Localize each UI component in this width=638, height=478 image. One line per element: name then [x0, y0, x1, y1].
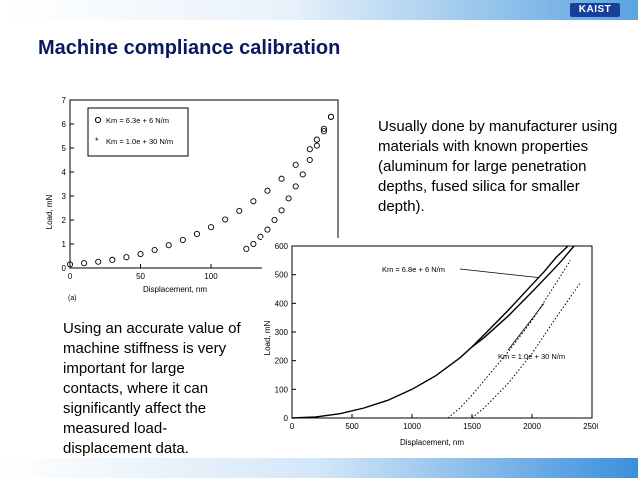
chart-b-y-tick-label: 200	[275, 357, 289, 366]
chart-b-series-1-line	[291, 245, 569, 419]
chart-a-xlabel: Displacement, nm	[143, 285, 207, 294]
chart-b-y-tick-label: 600	[275, 242, 289, 251]
chart-b-x-tick-label: 1500	[463, 422, 481, 431]
chart-a-series-1-point	[123, 254, 130, 261]
chart-a-y-tick-label: 4	[62, 168, 67, 177]
chart-a-series-2-point	[278, 207, 285, 214]
chart-a-series-1-point	[278, 175, 285, 182]
chart-a-series-2-point	[257, 233, 264, 240]
chart-a-series-1-point	[151, 246, 158, 254]
top-banner	[0, 0, 638, 20]
chart-a-series-2-point	[285, 195, 292, 202]
chart-b-y-tick-label: 300	[275, 328, 289, 337]
chart-a-series-2-point	[292, 183, 299, 190]
chart-b-x-tick-label: 500	[345, 422, 359, 431]
chart-a-series-2-point	[327, 113, 334, 120]
chart-a-series-2-point	[271, 216, 278, 224]
legend-box	[87, 107, 189, 157]
chart-b-y-tick-label: 500	[275, 271, 289, 280]
chart-a-legend: Km = 6.3e + 6 N/m * Km = 1.0e + 30 N/m	[87, 107, 189, 157]
chart-a-series-1-point	[222, 216, 229, 223]
chart-b-annotation-arrow	[507, 303, 545, 351]
chart-a-y-tick-label: 7	[62, 96, 67, 105]
chart-b-y-tick-label: 0	[284, 414, 289, 423]
chart-a-panel-label: (a)	[68, 295, 77, 302]
chart-a-series-1-point	[208, 224, 215, 231]
chart-b-annotation-arrow	[459, 268, 539, 278]
chart-b-series-3-line	[447, 260, 571, 419]
chart-a-y-tick-label: 1	[62, 240, 67, 249]
chart-a-series-1-point	[236, 207, 243, 214]
chart-a-x-tick-label: 0	[68, 272, 73, 281]
chart-a-y-tick-label: 5	[62, 144, 67, 153]
chart-b-series-2-line	[471, 245, 575, 348]
chart-b-xlabel: Displacement, nm	[400, 438, 464, 447]
legend-label-1: Km = 6.3e + 6 N/m	[106, 116, 169, 125]
chart-a-series-1-point	[179, 236, 186, 243]
chart-a-y-tick-label: 0	[62, 264, 67, 273]
chart-b-ylabel: Load, mN	[263, 320, 272, 355]
chart-a-series-1-point	[95, 258, 102, 265]
calibration-note: Usually done by manufacturer using mater…	[378, 118, 618, 215]
stiffness-note: Using an accurate value of machine stiff…	[63, 320, 241, 457]
chart-a-series-1-point	[66, 261, 74, 268]
chart-a-ylabel: Load, mN	[45, 194, 54, 229]
chart-a-series-2-point	[306, 156, 313, 164]
chart-b-x-tick-label: 0	[290, 422, 295, 431]
chart-b-x-tick-label: 2000	[523, 422, 541, 431]
chart-a-x-tick-label: 100	[204, 272, 218, 281]
chart-a-series-2-point	[320, 128, 327, 135]
chart-a-series-1-point	[137, 251, 144, 258]
chart-a-y-tick-label: 3	[62, 192, 67, 201]
chart-b-x-tick-label: 1000	[403, 422, 421, 431]
chart-a-series-1-point	[313, 136, 320, 143]
chart-a-series-1-point	[292, 161, 299, 168]
chart-a-series-2-point	[264, 226, 271, 233]
kaist-logo: KAIST	[570, 3, 620, 17]
chart-a-series-1-point	[264, 187, 271, 194]
chart-a-series-2-point	[313, 142, 320, 149]
chart-a-plot-frame	[69, 99, 339, 269]
chart-a-series-1-point	[109, 256, 116, 263]
chart-a: 05010015001234567 Km = 6.3e + 6 N/m * Km…	[40, 92, 345, 312]
chart-a-series-1-point	[193, 230, 200, 237]
chart-b: 050010001500200025000100200300400500600 …	[262, 238, 598, 450]
chart-b-annotation-label: Km = 1.0e + 30 N/m	[498, 352, 565, 361]
chart-a-series-1-point	[320, 125, 327, 132]
bottom-banner	[0, 458, 638, 478]
chart-b-annotations: Km = 6.8e + 6 N/m Km = 1.0e + 30 N/m	[382, 265, 565, 361]
chart-b-y-tick-label: 400	[275, 299, 289, 308]
chart-a-series-2-point	[250, 240, 257, 248]
chart-a-series-1-point	[250, 198, 257, 205]
chart-a-series-1-point	[165, 242, 172, 249]
legend-marker-star: *	[95, 136, 99, 146]
slide-title: Machine compliance calibration	[38, 37, 341, 59]
chart-b-annotation-label: Km = 6.8e + 6 N/m	[382, 265, 445, 274]
chart-a-series-2-point	[243, 245, 250, 252]
chart-a-y-tick-label: 2	[62, 216, 67, 225]
chart-a-series-1-point	[306, 146, 313, 153]
legend-label-2: Km = 1.0e + 30 N/m	[106, 137, 173, 146]
chart-a-series-1-point	[81, 260, 88, 267]
chart-a-y-tick-label: 6	[62, 120, 67, 129]
chart-a-series-2-point	[299, 171, 306, 178]
chart-a-x-tick-label: 50	[136, 272, 145, 281]
legend-marker-circle	[94, 116, 102, 124]
chart-b-y-tick-label: 100	[275, 385, 289, 394]
